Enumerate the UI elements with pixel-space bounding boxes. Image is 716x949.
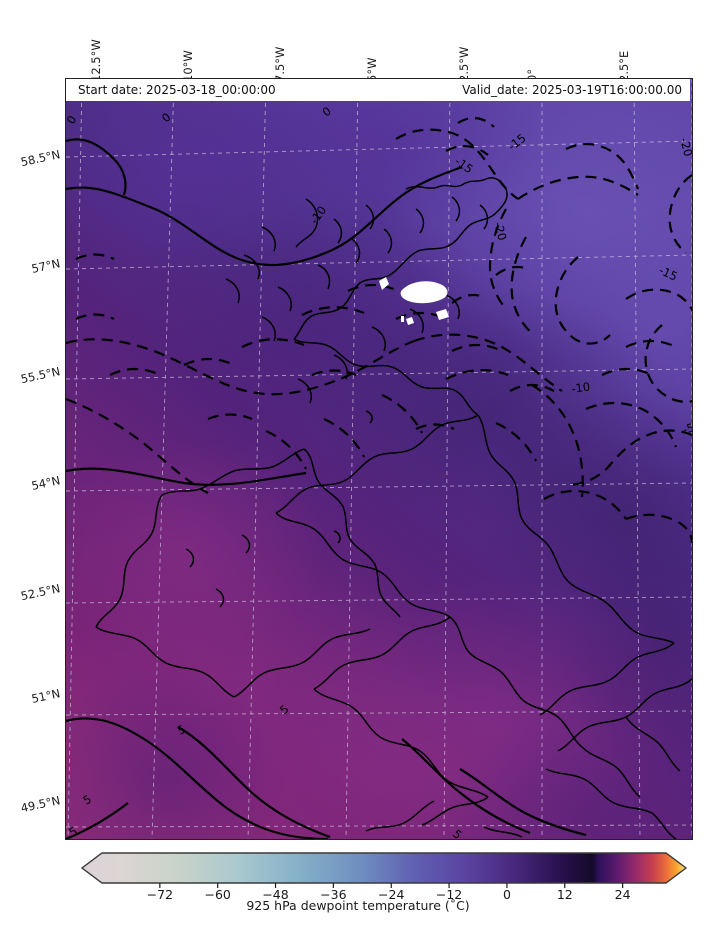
lat-tick-1: 57°N	[30, 256, 62, 276]
map-axes[interactable]: 0 0 0 -15 -15 -10 -20 -20 -15 -10 -5 5 5…	[65, 78, 693, 840]
no-data-mask-patches	[379, 277, 449, 325]
colorbar-ticks	[159, 883, 624, 888]
lon-tick-0: 12.5°W	[89, 39, 103, 82]
map-render: 0 0 0 -15 -15 -10 -20 -20 -15 -10 -5 5 5…	[66, 79, 692, 839]
contour-solid	[66, 138, 587, 839]
lon-tick-4: 2.5°W	[457, 46, 471, 82]
colorbar-tick-label-2: −48	[262, 887, 289, 902]
colorbar-tick-label-5: −12	[435, 887, 463, 902]
lat-tick-6: 49.5°N	[19, 793, 62, 816]
colorbar-tick-labels: −72 −60 −48 −36 −24 −12 0 12 24	[80, 887, 688, 905]
title-bar: Start date: 2025-03-18_00:00:00 Valid_da…	[66, 79, 690, 101]
colorbar-tick-label-8: 24	[614, 887, 631, 902]
coastlines	[95, 177, 692, 839]
lat-tick-3: 54°N	[30, 473, 62, 493]
contour-dashed	[66, 117, 692, 544]
valid-date-label: Valid_date: 2025-03-19T16:00:00.00	[462, 83, 682, 97]
colorbar-gradient	[80, 852, 688, 884]
colorbar-tick-label-0: −72	[146, 887, 174, 902]
colorbar-tick-label-3: −36	[320, 887, 347, 902]
svg-text:-10: -10	[570, 379, 591, 395]
lat-tick-2: 55.5°N	[19, 364, 62, 387]
lat-tick-0: 58.5°N	[19, 147, 62, 170]
graticule	[66, 79, 692, 839]
map-field: 0 0 0 -15 -15 -10 -20 -20 -15 -10 -5 5 5…	[66, 79, 692, 839]
colorbar-tick-label-4: −24	[378, 887, 405, 902]
colorbar-title: 925 hPa dewpoint temperature (˚C)	[246, 898, 470, 913]
colorbar-tick-label-1: −60	[204, 887, 231, 902]
lat-tick-4: 52.5°N	[19, 581, 62, 604]
start-date-label: Start date: 2025-03-18_00:00:00	[78, 83, 276, 97]
colorbar[interactable]: −72 −60 −48 −36 −24 −12 0 12 24	[80, 851, 688, 902]
svg-text:-5: -5	[681, 420, 692, 437]
lat-tick-5: 51°N	[30, 686, 62, 706]
colorbar-tick-label-6: 0	[502, 887, 511, 902]
svg-text:-20: -20	[491, 220, 509, 242]
colorbar-tick-label-7: 12	[556, 887, 573, 902]
lon-tick-2: 7.5°W	[273, 46, 287, 82]
svg-text:-20: -20	[677, 136, 692, 158]
